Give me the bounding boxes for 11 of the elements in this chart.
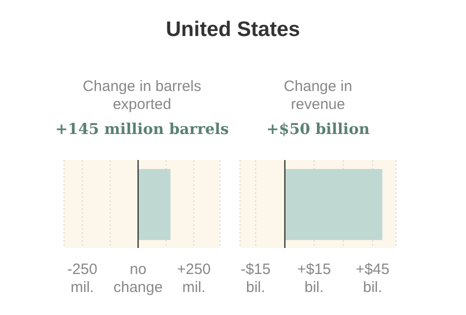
- chart-subtitle: +$50 billion: [266, 120, 370, 138]
- x-tick-label: +250 mil.: [176, 261, 211, 296]
- x-tick-label: +$15 bil.: [297, 261, 331, 296]
- chart-subtitle: +145 million barrels: [54, 119, 230, 140]
- chart-title: Change in revenue: [282, 78, 354, 114]
- x-tick-label: -250 mil.: [67, 261, 98, 296]
- x-tick-label: -$15 bil.: [240, 261, 271, 296]
- x-tick-label: no change: [113, 261, 163, 296]
- x-tick-label: +$45 bil.: [356, 261, 390, 296]
- chart-title: Change in barrels exported: [82, 78, 202, 114]
- text: United States: [164, 18, 302, 42]
